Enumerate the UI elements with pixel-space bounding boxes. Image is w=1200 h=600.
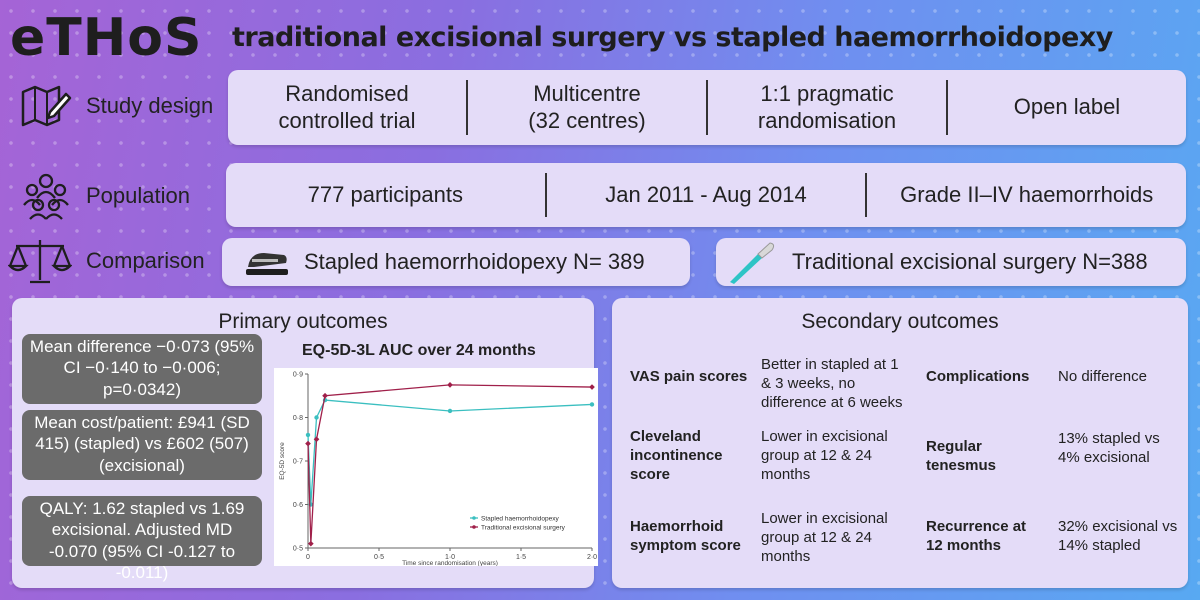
x-tick-label: 1·0 — [445, 554, 455, 561]
chart-background — [274, 368, 598, 566]
design-cell-randomisation: 1:1 pragmatic randomisation — [757, 81, 897, 133]
mean-difference-box: Mean difference −0·073 (95% CI −0·140 to… — [22, 334, 262, 404]
x-tick-label: 2·0 — [587, 554, 597, 561]
primary-outcomes-title: Primary outcomes — [218, 310, 388, 333]
tenesmus-label: Regular tenesmus — [926, 438, 997, 474]
divider — [706, 80, 708, 135]
complications-value: No difference — [1058, 368, 1147, 385]
divider — [466, 80, 468, 135]
y-tick-label: 0·5 — [293, 546, 303, 553]
vas-pain-label: VAS pain scores — [630, 368, 748, 385]
population-participants: 777 participants — [307, 181, 463, 207]
y-axis-label: EQ-5D score — [279, 442, 286, 480]
x-tick-label: 1·5 — [516, 554, 526, 561]
legend-marker — [472, 525, 476, 529]
population-label: Population — [86, 183, 190, 208]
map-pencil-icon — [21, 85, 72, 127]
secondary-outcomes-panel: Secondary outcomes VAS pain scores Bette… — [612, 298, 1188, 588]
data-point — [447, 408, 453, 414]
symptom-score-label: Haemorrhoid symptom score — [630, 518, 741, 554]
data-point — [314, 415, 319, 420]
scales-icon — [8, 240, 72, 284]
series-line-1 — [307, 384, 593, 544]
qaly-box: QALY: 1.62 stapled vs 1.69 excisional. A… — [22, 496, 262, 582]
population-grade: Grade II–IV haemorrhoids — [900, 181, 1154, 207]
y-tick-label: 0·9 — [293, 372, 303, 379]
excisional-arm-text: Traditional excisional surgery N=388 — [792, 249, 1148, 274]
complications-label: Complications — [926, 368, 1030, 385]
cleveland-label: Cleveland incontinence score — [630, 428, 723, 483]
primary-outcomes-panel: Primary outcomes Mean difference −0·073 … — [12, 298, 598, 588]
tenesmus-value: 13% stapled vs 4% excisional — [1058, 430, 1160, 466]
stapled-arm-panel: Stapled haemorrhoidopexy N= 389 — [222, 238, 690, 286]
legend-label: Stapled haemorrhoidopexy — [481, 516, 559, 523]
study-design-panel: Randomised controlled trial Multicentre … — [228, 70, 1186, 145]
comparison-label-group: Comparison — [8, 236, 205, 286]
x-tick-label: 0 — [306, 554, 310, 561]
study-design-label: Study design — [86, 93, 214, 118]
cost-per-patient-box: Mean cost/patient: £941 (SD 415) (staple… — [22, 410, 262, 480]
divider — [544, 173, 547, 217]
divider — [865, 173, 868, 217]
legend-label: Traditional excisional surgery — [481, 525, 566, 532]
y-tick-label: 0·7 — [293, 459, 303, 466]
design-cell-multicentre: Multicentre (32 centres) — [528, 81, 646, 133]
y-tick-label: 0·8 — [293, 415, 303, 422]
data-point — [589, 402, 595, 407]
chart-title: EQ-5D-3L AUC over 24 months — [302, 342, 536, 359]
x-axis-label: Time since randomisation (years) — [402, 560, 498, 566]
study-design-label-group: Study design — [20, 82, 213, 130]
symptom-score-value: Lower in excisional group at 12 & 24 mon… — [761, 510, 888, 565]
recurrence-label: Recurrence at 12 months — [926, 518, 1027, 554]
series-line-0 — [307, 399, 593, 505]
y-tick-label: 0·6 — [293, 502, 303, 509]
data-point — [589, 384, 595, 390]
data-point — [305, 432, 311, 438]
headline: traditional excisional surgery vs staple… — [232, 22, 1113, 53]
secondary-outcomes-title: Secondary outcomes — [801, 310, 999, 333]
excisional-arm-panel: Traditional excisional surgery N=388 — [716, 238, 1186, 286]
population-label-group: Population — [20, 172, 190, 220]
cleveland-value: Lower in excisional group at 12 & 24 mon… — [761, 428, 888, 483]
design-cell-rct: Randomised controlled trial — [278, 81, 416, 133]
stapler-icon — [246, 253, 288, 275]
x-tick-label: 0·5 — [374, 554, 384, 561]
stapled-arm-text: Stapled haemorrhoidopexy N= 389 — [304, 249, 645, 274]
comparison-label: Comparison — [86, 248, 205, 273]
population-dates: Jan 2011 - Aug 2014 — [605, 181, 807, 207]
legend-marker — [472, 516, 476, 520]
design-cell-open-label: Open label — [1013, 94, 1121, 120]
vas-pain-value: Better in stapled at 1 & 3 weeks, no dif… — [761, 356, 903, 411]
scalpel-icon — [730, 242, 775, 284]
divider — [946, 80, 948, 135]
recurrence-value: 32% excisional vs 14% stapled — [1058, 518, 1178, 554]
population-panel: 777 participants Jan 2011 - Aug 2014 Gra… — [226, 163, 1186, 227]
logo: eTHoS — [10, 8, 203, 68]
people-group-icon — [23, 173, 69, 220]
